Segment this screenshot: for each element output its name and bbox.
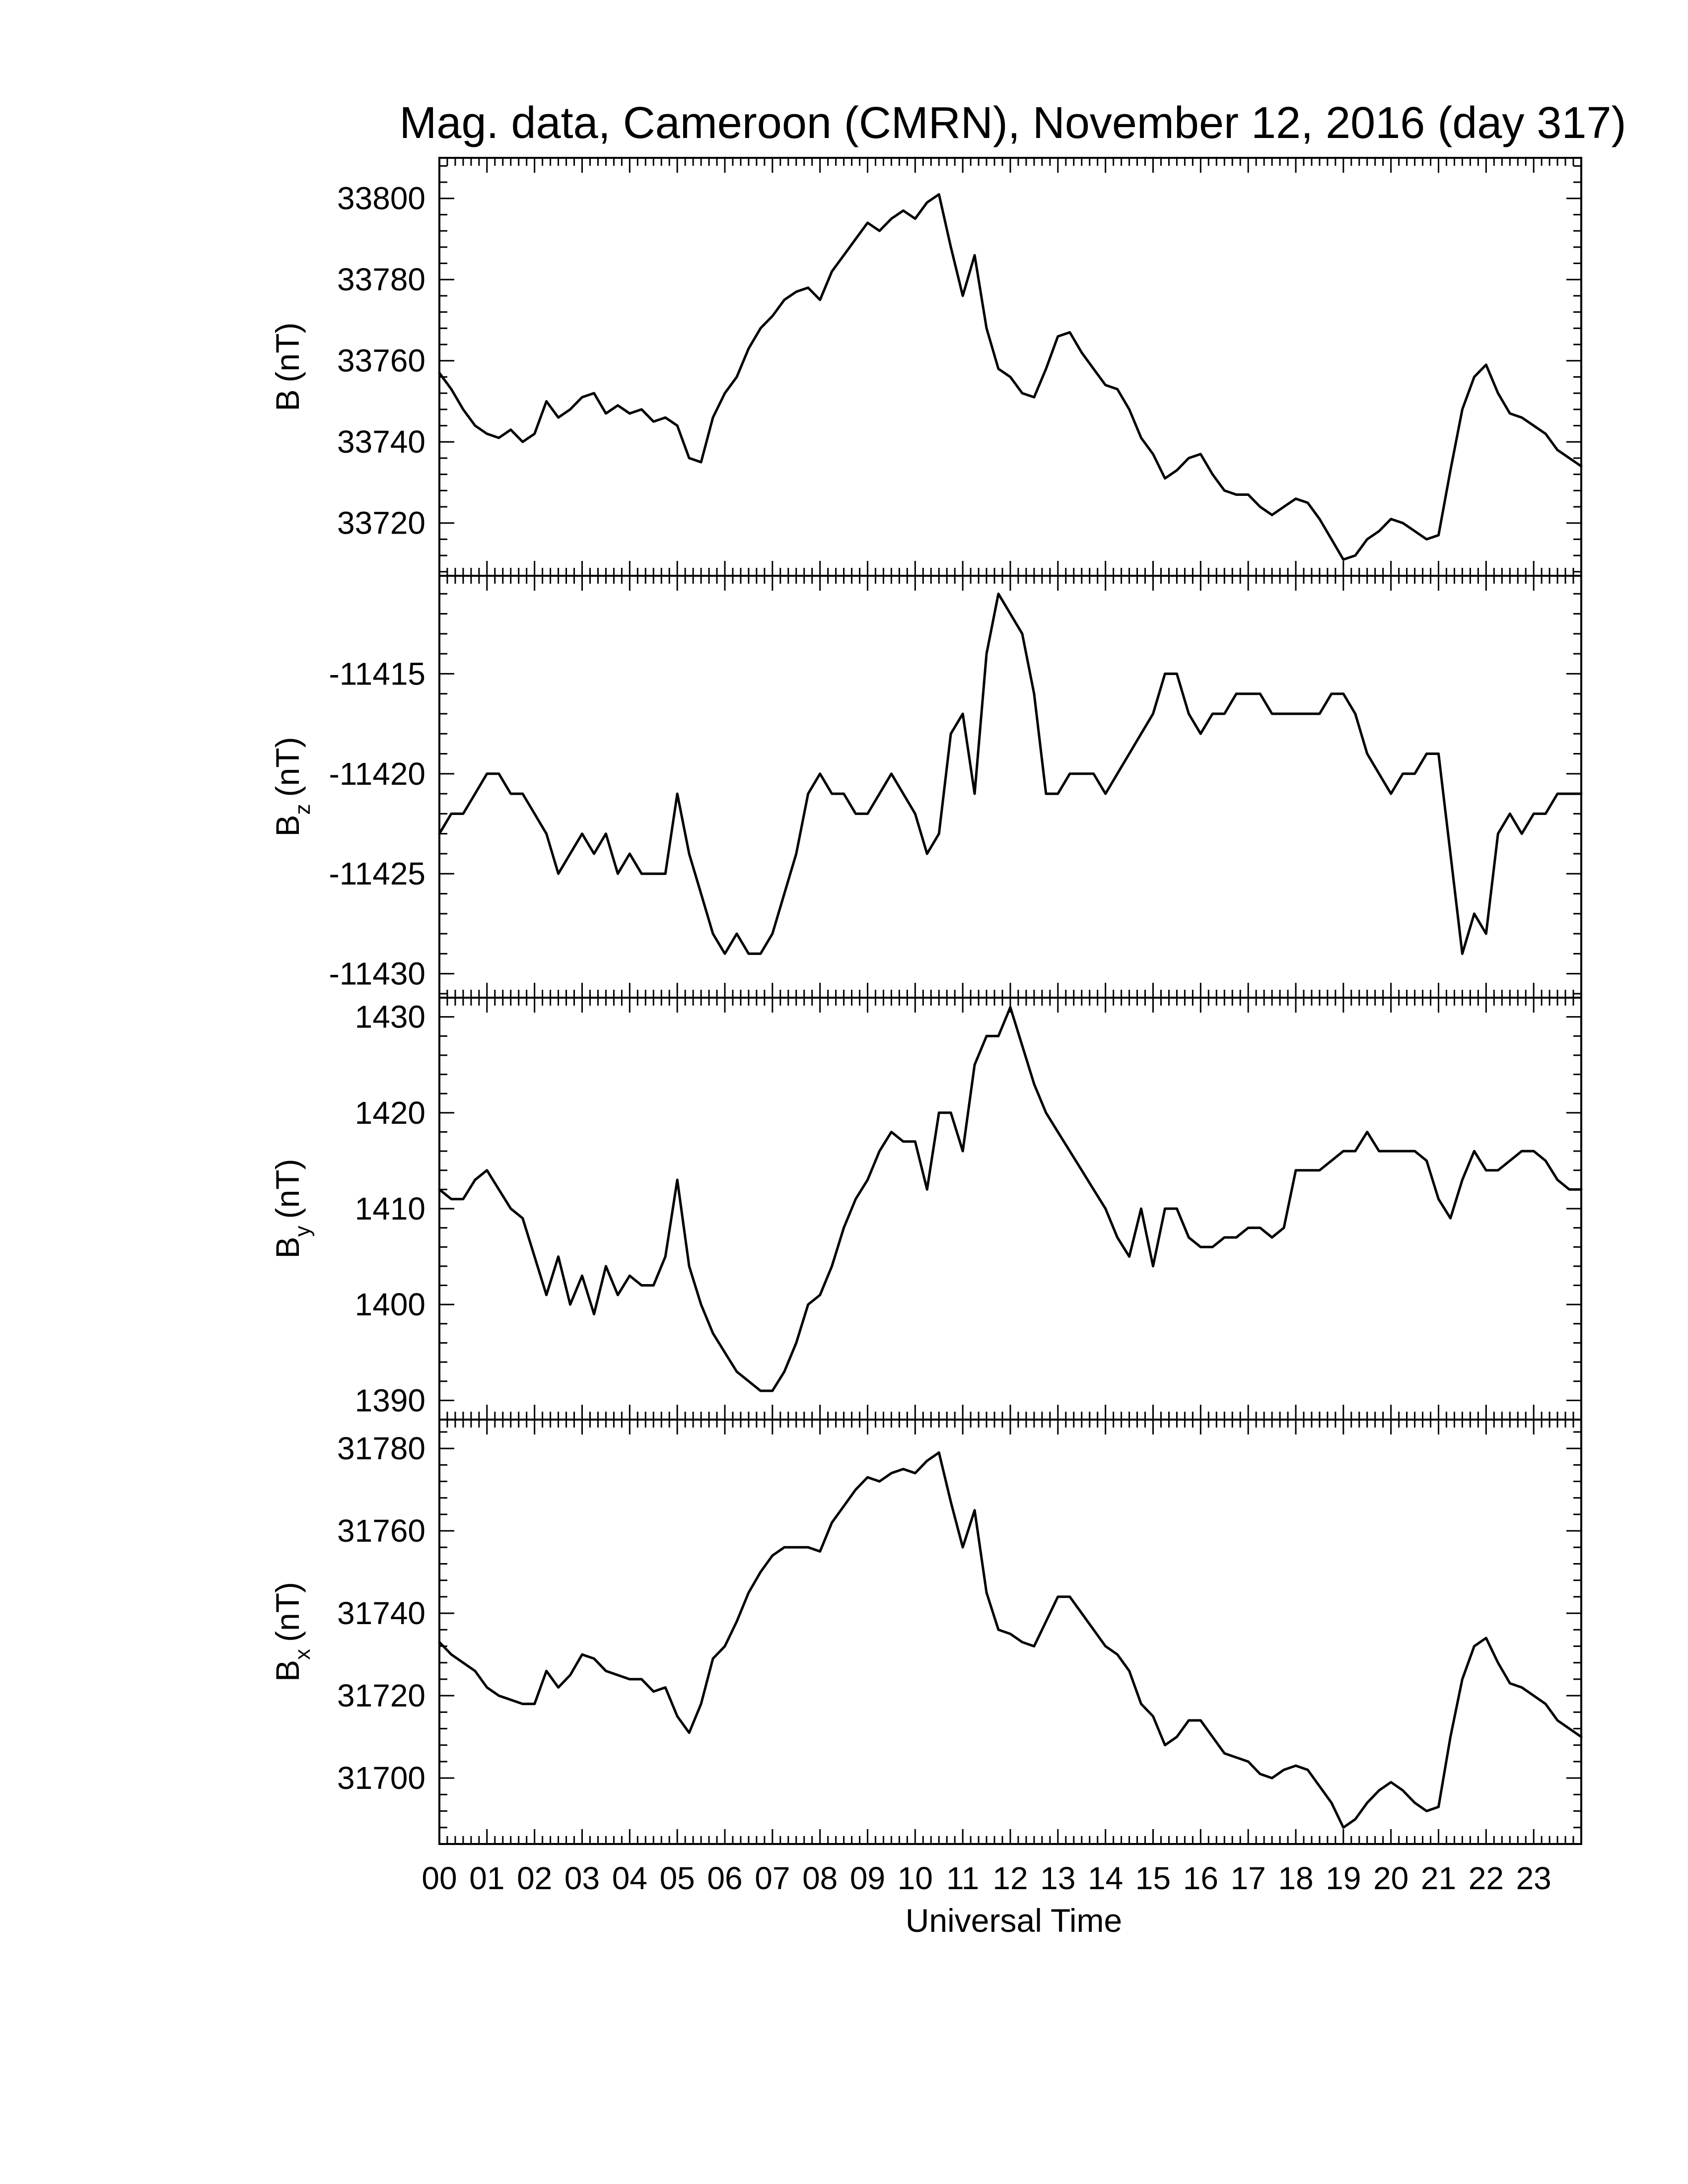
y-axis-label-unit: (nT) [269, 322, 306, 382]
y-axis-label-subscript: y [290, 1226, 315, 1236]
y-tick-label: -11430 [329, 956, 425, 992]
x-tick-label: 10 [898, 1860, 933, 1896]
x-tick-label: 07 [755, 1860, 790, 1896]
x-tick-label: 05 [660, 1860, 695, 1896]
panel-frame [438, 1419, 1582, 1845]
y-tick-label: 33780 [337, 262, 425, 297]
x-tick-label: 02 [517, 1860, 552, 1896]
data-series-line [438, 1006, 1583, 1392]
y-tick-label: 31760 [337, 1513, 425, 1549]
x-tick-label: 00 [422, 1860, 457, 1896]
y-tick-label: 1410 [355, 1191, 425, 1227]
x-tick-label: 21 [1421, 1860, 1456, 1896]
x-axis-title: Universal Time [906, 1902, 1122, 1939]
x-tick-label: 06 [707, 1860, 742, 1896]
x-tick-label: 09 [850, 1860, 885, 1896]
y-axis-label-subscript: x [290, 1649, 315, 1660]
panel-frame [438, 575, 1582, 999]
y-tick-label: 1390 [355, 1382, 425, 1418]
y-tick-label: -11420 [329, 756, 425, 792]
y-axis-label-unit: (nT) [269, 1159, 306, 1219]
y-axis-label: Bx (nT) [269, 1582, 315, 1682]
y-axis-label-subscript: z [290, 804, 315, 815]
data-series-line [438, 592, 1583, 955]
y-tick-label: 31780 [337, 1431, 425, 1466]
x-tick-label: 23 [1516, 1860, 1551, 1896]
x-tick-label: 22 [1469, 1860, 1504, 1896]
x-tick-label: 04 [612, 1860, 647, 1896]
panel-b-total: 33720 33740 33760 33780 33800 B (nT) [269, 157, 1583, 577]
x-tick-label: 01 [469, 1860, 504, 1896]
y-tick-label: 33740 [337, 424, 425, 460]
x-tick-label: 12 [992, 1860, 1028, 1896]
x-tick-label: 17 [1231, 1860, 1266, 1896]
y-tick-label: 1420 [355, 1095, 425, 1131]
y-axis-label-unit: (nT) [269, 1582, 306, 1642]
x-tick-label: 15 [1135, 1860, 1171, 1896]
y-tick-label: 33760 [337, 343, 425, 379]
y-tick-label: 31740 [337, 1595, 425, 1631]
x-tick-label: 18 [1278, 1860, 1313, 1896]
y-axis-label: By (nT) [269, 1159, 315, 1258]
panel-bx: 31700 31720 31740 31760 31780 Bx (nT) [269, 1419, 1583, 1845]
y-axis-label-symbol: B [269, 815, 306, 836]
x-tick-label: 03 [564, 1860, 600, 1896]
data-series-line [438, 193, 1583, 561]
panel-bz: -11430 -11425 -11420 -11415 Bz (nT) [269, 575, 1583, 999]
y-tick-label: -11415 [329, 656, 425, 691]
x-tick-label: 14 [1088, 1860, 1123, 1896]
x-tick-label: 08 [802, 1860, 838, 1896]
y-tick-label: 33800 [337, 181, 425, 216]
y-tick-label: 31720 [337, 1678, 425, 1713]
x-tick-label: 11 [946, 1860, 979, 1896]
data-series-line [438, 1451, 1583, 1829]
panel-frame [438, 997, 1582, 1421]
y-tick-label: 33720 [337, 505, 425, 541]
panel-by: 1390 1400 1410 1420 1430 By (nT) [269, 997, 1583, 1421]
y-axis-label-symbol: B [269, 1660, 306, 1682]
chart-title: Mag. data, Cameroon (CMRN), November 12,… [399, 98, 1626, 148]
x-axis-tick-labels: 00 01 02 03 04 05 06 07 08 09 10 11 12 13 14 15 16 17 18 19… [422, 1860, 1551, 1896]
y-tick-label: 31700 [337, 1760, 425, 1796]
y-axis-label: B (nT) [269, 322, 306, 411]
x-tick-label: 13 [1040, 1860, 1075, 1896]
panel-frame [438, 157, 1582, 577]
x-tick-label: 20 [1373, 1860, 1408, 1896]
y-axis-label-symbol: B [269, 389, 306, 411]
x-tick-label: 19 [1326, 1860, 1361, 1896]
y-tick-label: -11425 [329, 856, 425, 891]
y-axis-label-symbol: B [269, 1236, 306, 1258]
x-tick-label: 16 [1183, 1860, 1218, 1896]
y-axis-label-unit: (nT) [269, 737, 306, 797]
y-axis-label: Bz (nT) [269, 737, 315, 836]
y-tick-label: 1400 [355, 1287, 425, 1322]
y-tick-label: 1430 [355, 999, 425, 1035]
